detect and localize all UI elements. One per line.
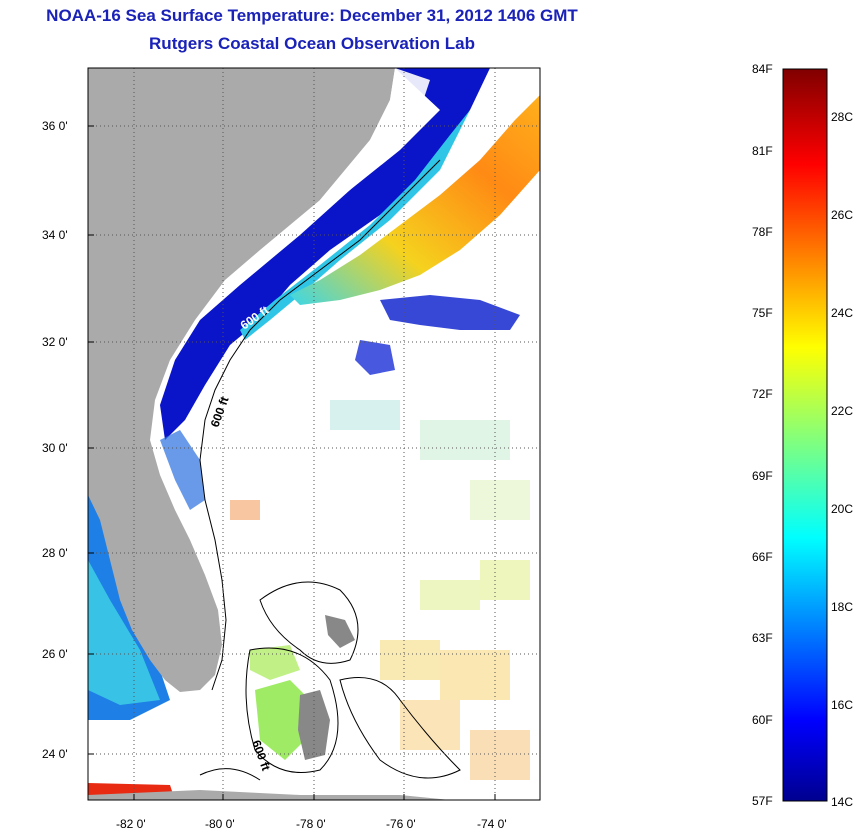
colorbar-c-label: 24C	[831, 306, 853, 320]
lat-label: 34 0'	[42, 228, 68, 242]
map-title: NOAA-16 Sea Surface Temperature: Decembe…	[46, 6, 578, 25]
colorbar-c-label: 22C	[831, 404, 853, 418]
cold-coastal-water	[160, 68, 490, 440]
cool-shelf-water	[240, 110, 470, 340]
colorbar-c-label: 18C	[831, 600, 853, 614]
colorbar-c-label: 26C	[831, 208, 853, 222]
land-cuba	[88, 790, 450, 800]
map-panel: 600 ft 600 ft 600 ft 36 0' 34 0' 32 0' 3…	[42, 67, 541, 831]
land-us-southeast	[88, 68, 395, 692]
lon-label: -74 0'	[477, 817, 507, 831]
lon-label: -82 0'	[116, 817, 146, 831]
temperature-colorbar: 84F 81F 78F 75F 72F 69F 66F 63F 60F 57F …	[752, 62, 853, 809]
lon-label: -76 0'	[386, 817, 416, 831]
lat-label: 26 0'	[42, 647, 68, 661]
coastal-cloud-mask	[320, 68, 430, 205]
lat-label: 24 0'	[42, 747, 68, 761]
colorbar-f-label: 69F	[752, 469, 773, 483]
lon-label: -80 0'	[205, 817, 235, 831]
isobath-600ft	[199, 159, 441, 691]
colorbar-f-label: 72F	[752, 387, 773, 401]
colorbar-f-label: 78F	[752, 225, 773, 239]
lat-label: 32 0'	[42, 335, 68, 349]
lat-label: 28 0'	[42, 546, 68, 560]
map-gridlines	[88, 68, 540, 800]
latitude-axis: 36 0' 34 0' 32 0' 30 0' 28 0' 26 0' 24 0…	[42, 119, 94, 761]
colorbar-c-label: 28C	[831, 110, 853, 124]
colorbar-frame	[782, 68, 828, 802]
gulf-stream-warm-water	[290, 95, 540, 305]
colorbar-f-label: 63F	[752, 631, 773, 645]
colorbar-f-label: 66F	[752, 550, 773, 564]
land-bahamas-abaco	[325, 615, 355, 648]
colorbar-c-label: 16C	[831, 698, 853, 712]
lat-label: 30 0'	[42, 441, 68, 455]
map-subtitle: Rutgers Coastal Ocean Observation Lab	[149, 34, 475, 53]
colorbar-c-label: 14C	[831, 795, 853, 809]
colorbar-f-label: 84F	[752, 62, 773, 76]
scattered-sst-speckles	[230, 400, 530, 780]
bahamas-bank-water	[255, 680, 310, 760]
colorbar-f-label: 75F	[752, 306, 773, 320]
colorbar-gradient	[783, 69, 827, 801]
colorbar-f-label: 60F	[752, 713, 773, 727]
longitude-axis: -82 0' -80 0' -78 0' -76 0' -74 0'	[116, 794, 507, 831]
lat-label: 36 0'	[42, 119, 68, 133]
colorbar-f-label: 57F	[752, 794, 773, 808]
florida-coastal-water	[160, 430, 205, 510]
lon-label: -78 0'	[296, 817, 326, 831]
offshore-cold-patch	[380, 295, 520, 330]
colorbar-c-label: 20C	[831, 502, 853, 516]
colorbar-f-label: 81F	[752, 144, 773, 158]
